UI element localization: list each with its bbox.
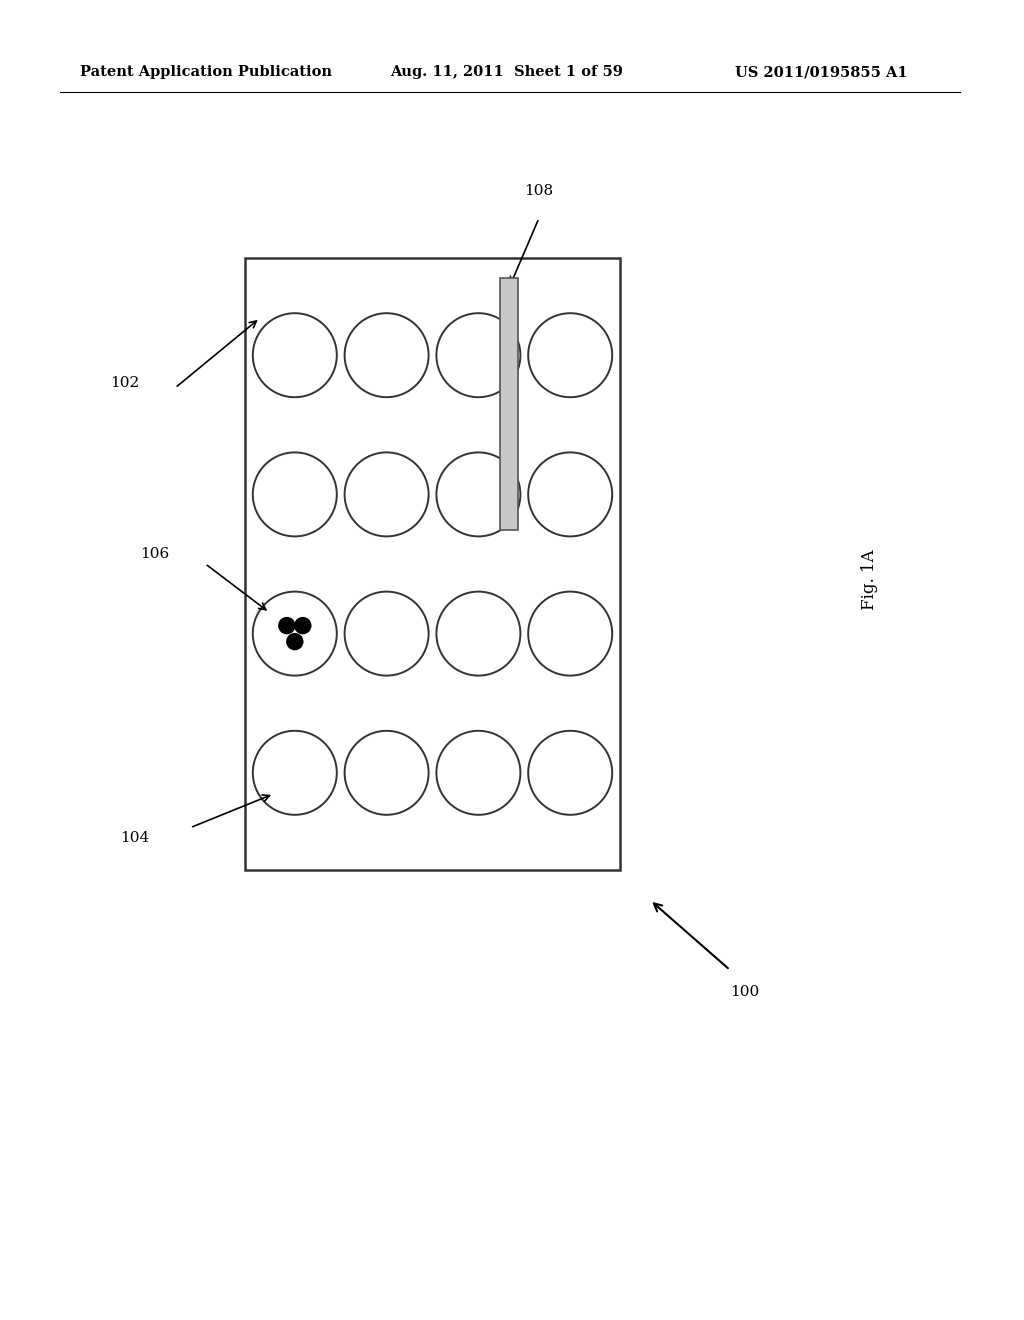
Text: Aug. 11, 2011  Sheet 1 of 59: Aug. 11, 2011 Sheet 1 of 59 [390,65,623,79]
Circle shape [436,313,520,397]
Circle shape [253,313,337,397]
Circle shape [528,313,612,397]
Bar [500,279,518,531]
Circle shape [528,453,612,536]
Bar [245,257,620,870]
Circle shape [345,453,429,536]
Circle shape [528,731,612,814]
Circle shape [279,618,295,634]
Circle shape [253,731,337,814]
Circle shape [436,591,520,676]
Circle shape [345,313,429,397]
Circle shape [253,453,337,536]
Circle shape [528,591,612,676]
Text: 104: 104 [120,830,150,845]
Circle shape [436,453,520,536]
Text: 108: 108 [524,183,554,198]
Circle shape [295,618,311,634]
Circle shape [287,634,303,649]
Circle shape [345,731,429,814]
Text: Fig. 1A: Fig. 1A [861,549,879,610]
Circle shape [345,591,429,676]
Text: 100: 100 [730,985,760,999]
Circle shape [253,591,337,676]
Text: Patent Application Publication: Patent Application Publication [80,65,332,79]
Circle shape [436,731,520,814]
Text: 106: 106 [140,546,169,561]
Text: 102: 102 [110,376,139,389]
Text: US 2011/0195855 A1: US 2011/0195855 A1 [735,65,907,79]
